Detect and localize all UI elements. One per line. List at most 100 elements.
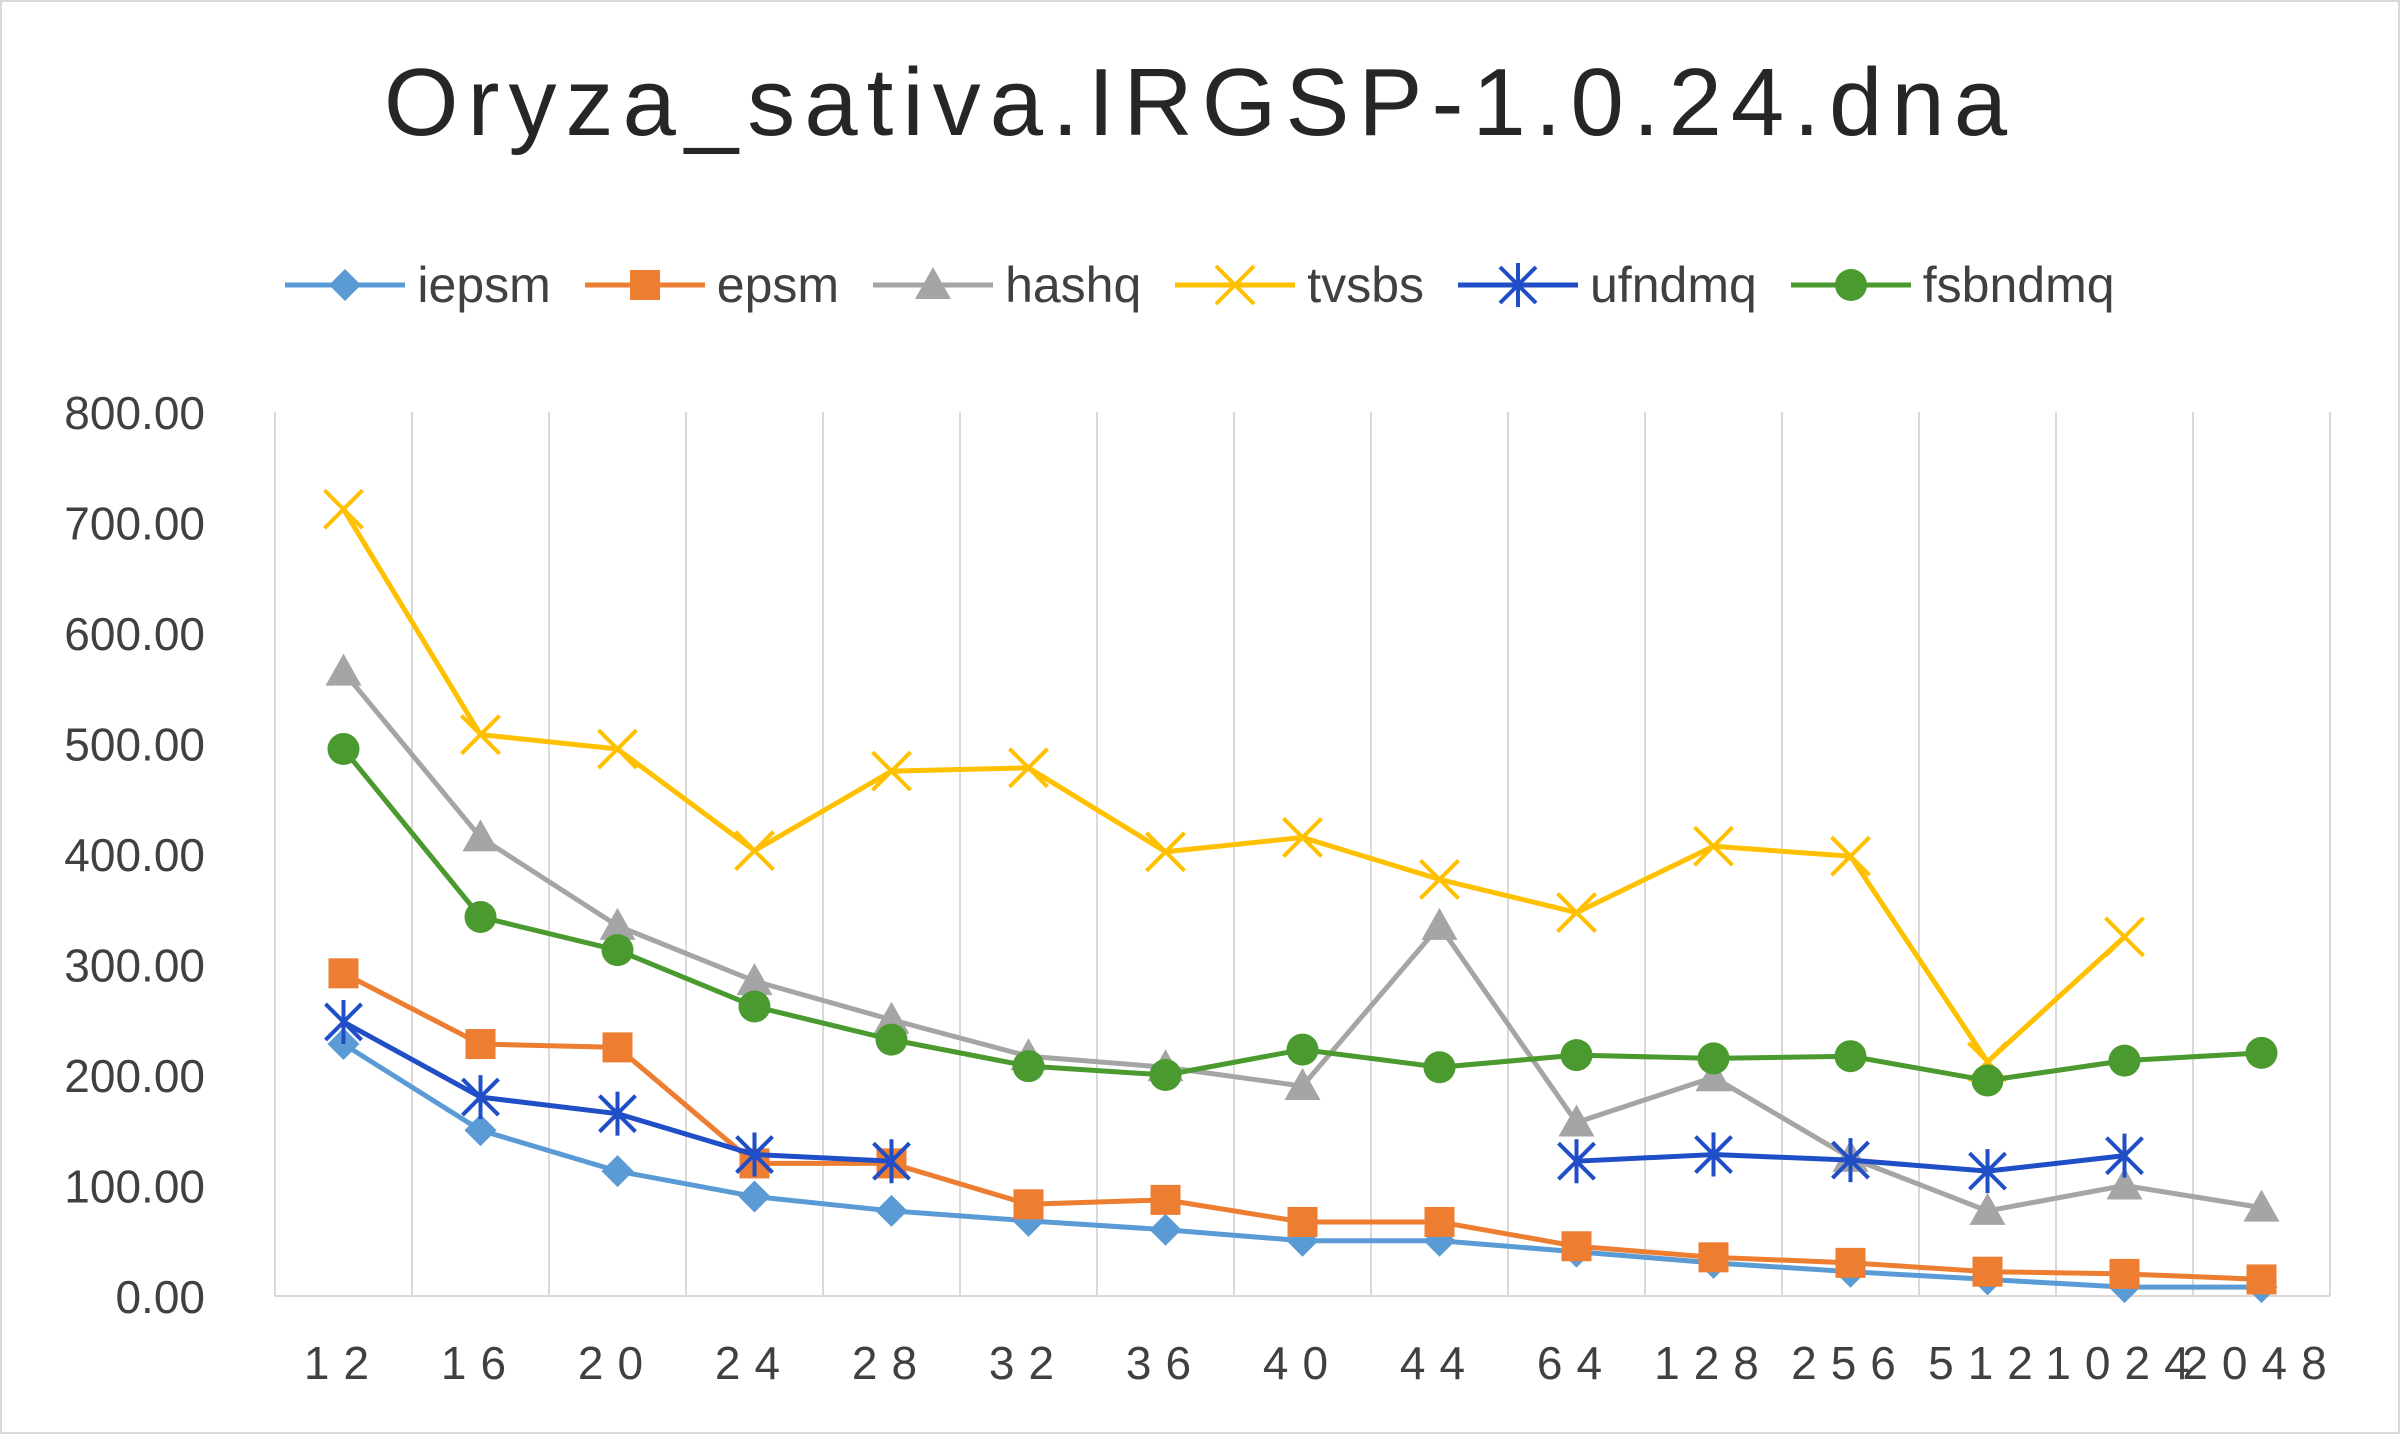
data-point-iepsm xyxy=(1149,1213,1182,1246)
x-tick-label: 256 xyxy=(1791,1337,1910,1389)
data-point-fsbndmq xyxy=(1697,1042,1730,1075)
data-point-hashq xyxy=(599,907,636,940)
legend-label: ufndmq xyxy=(1590,257,1757,313)
data-point-hashq xyxy=(1695,1059,1732,1092)
y-tick-label: 0.00 xyxy=(115,1271,205,1323)
data-point-hashq xyxy=(325,653,362,686)
x-tick-label: 512 xyxy=(1928,1337,2047,1389)
x-tick-label: 32 xyxy=(989,1337,1068,1389)
data-point-ufndmq xyxy=(1831,1138,1870,1183)
data-point-iepsm xyxy=(464,1114,497,1147)
series-ufndmq xyxy=(324,999,2144,1194)
x-tick-label: 20 xyxy=(578,1337,657,1389)
series-hashq xyxy=(325,653,2280,1225)
legend-item-iepsm: iepsm xyxy=(285,256,551,314)
x-tick-label: 36 xyxy=(1126,1337,1205,1389)
x-tick-label: 12 xyxy=(304,1337,383,1389)
data-point-epsm xyxy=(465,1029,496,1060)
y-tick-label: 400.00 xyxy=(64,829,205,881)
data-point-ufndmq xyxy=(735,1132,774,1177)
legend-marker xyxy=(1834,269,1867,301)
data-point-tvsbs xyxy=(2104,916,2145,958)
x-tick-label: 128 xyxy=(1654,1337,1773,1389)
legend-swatch xyxy=(873,267,994,299)
data-point-iepsm xyxy=(601,1155,634,1188)
data-point-epsm xyxy=(1972,1256,2003,1287)
data-point-fsbndmq xyxy=(2108,1044,2141,1077)
data-point-tvsbs xyxy=(1282,817,1323,858)
data-point-fsbndmq xyxy=(1834,1040,1867,1073)
x-tick-label: 28 xyxy=(852,1337,931,1389)
data-point-tvsbs xyxy=(1693,825,1734,867)
data-point-epsm xyxy=(1013,1189,1044,1220)
data-point-hashq xyxy=(2243,1189,2280,1222)
data-point-tvsbs xyxy=(597,728,638,770)
series-epsm xyxy=(328,958,2277,1295)
data-point-tvsbs xyxy=(1419,859,1460,900)
data-point-epsm xyxy=(602,1032,633,1063)
data-point-epsm xyxy=(1835,1247,1866,1278)
legend-label: epsm xyxy=(716,257,840,313)
y-tick-label: 500.00 xyxy=(64,719,205,771)
data-point-ufndmq xyxy=(872,1139,911,1184)
data-point-fsbndmq xyxy=(1971,1064,2004,1097)
data-point-hashq xyxy=(873,1001,910,1034)
data-point-ufndmq xyxy=(2105,1133,2144,1178)
data-point-iepsm xyxy=(738,1180,771,1213)
y-tick-label: 700.00 xyxy=(64,498,205,550)
data-point-hashq xyxy=(1558,1104,1595,1137)
x-tick-label: 2048 xyxy=(2182,1337,2340,1389)
legend-swatch xyxy=(1790,269,1911,301)
legend-marker xyxy=(1498,263,1538,307)
legend-item-epsm: epsm xyxy=(584,256,840,314)
chart-title: Oryza_sativa.IRGSP-1.0.24.dna xyxy=(383,49,2017,156)
data-point-iepsm xyxy=(875,1194,908,1227)
legend-marker xyxy=(629,270,660,300)
y-tick-label: 800.00 xyxy=(64,387,205,439)
data-point-ufndmq xyxy=(1694,1132,1733,1177)
data-point-fsbndmq xyxy=(1286,1033,1319,1066)
data-point-iepsm xyxy=(327,1028,360,1061)
data-point-epsm xyxy=(1561,1231,1592,1262)
legend-marker xyxy=(329,269,362,301)
data-point-fsbndmq xyxy=(1423,1051,1456,1084)
legend-label: hashq xyxy=(1005,257,1142,313)
data-point-fsbndmq xyxy=(1149,1059,1182,1091)
data-point-ufndmq xyxy=(1557,1139,1596,1184)
data-point-hashq xyxy=(736,963,773,996)
data-point-fsbndmq xyxy=(601,934,634,967)
legend-item-hashq: hashq xyxy=(873,256,1141,314)
data-point-hashq xyxy=(1284,1068,1321,1101)
data-point-epsm xyxy=(1698,1242,1729,1273)
data-point-epsm xyxy=(1150,1184,1181,1215)
data-point-ufndmq xyxy=(1968,1149,2007,1194)
data-point-epsm xyxy=(1424,1206,1455,1237)
y-tick-label: 300.00 xyxy=(64,940,205,992)
data-point-hashq xyxy=(462,819,499,852)
x-tick-label: 16 xyxy=(441,1337,520,1389)
legend-swatch xyxy=(1175,264,1296,306)
data-point-epsm xyxy=(2109,1258,2140,1289)
data-point-fsbndmq xyxy=(875,1023,908,1056)
data-point-fsbndmq xyxy=(327,733,360,766)
data-point-tvsbs xyxy=(1008,747,1049,789)
data-point-fsbndmq xyxy=(464,900,497,933)
data-point-hashq xyxy=(1969,1192,2006,1225)
data-point-fsbndmq xyxy=(738,990,771,1023)
data-point-fsbndmq xyxy=(2245,1036,2278,1069)
data-point-fsbndmq xyxy=(1012,1050,1045,1083)
data-point-tvsbs xyxy=(460,714,501,756)
legend-item-fsbndmq: fsbndmq xyxy=(1790,256,2115,314)
legend: iepsm epsm hashq tvsbs ufndmq fsbndmq xyxy=(0,250,2400,320)
y-tick-label: 200.00 xyxy=(64,1050,205,1102)
data-point-tvsbs xyxy=(1830,835,1871,877)
legend-marker xyxy=(1214,264,1256,306)
legend-marker xyxy=(915,267,952,299)
legend-item-ufndmq: ufndmq xyxy=(1458,256,1757,314)
x-tick-label: 44 xyxy=(1400,1337,1479,1389)
data-point-ufndmq xyxy=(324,999,363,1044)
legend-swatch xyxy=(584,270,705,300)
x-tick-label: 24 xyxy=(715,1337,794,1389)
